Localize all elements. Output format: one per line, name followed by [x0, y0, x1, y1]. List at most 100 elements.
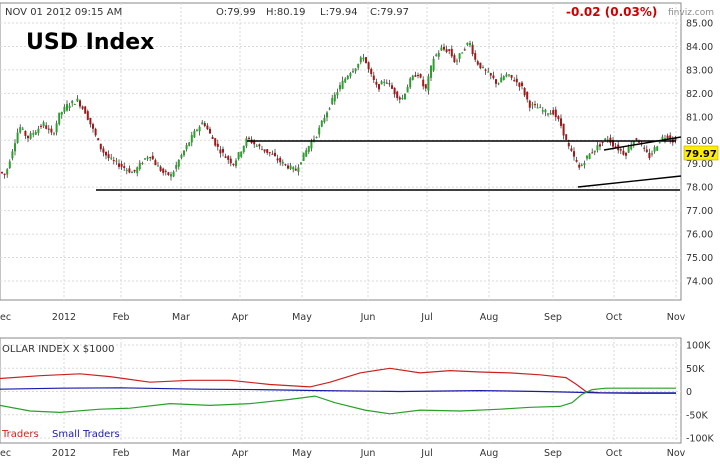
candle-body: [112, 160, 115, 162]
candle-body: [422, 79, 425, 87]
candle-body: [411, 75, 414, 80]
candle-body: [531, 104, 534, 106]
candle-body: [318, 127, 321, 135]
candle-body: [604, 138, 607, 141]
candle-body: [575, 159, 578, 162]
candle-body: [105, 151, 107, 156]
position-x-tick-label: Feb: [113, 448, 130, 459]
position-series-line: [0, 367, 676, 394]
candle-body: [313, 139, 315, 141]
candle-body: [648, 152, 651, 159]
candle-body: [567, 142, 570, 147]
candle-body: [664, 138, 666, 140]
last-price-badge: 79.97: [683, 145, 719, 161]
candle-body: [344, 78, 347, 83]
candle-body: [294, 168, 297, 171]
candle-body: [414, 75, 417, 77]
price-x-tick-label: May: [292, 312, 312, 323]
candle-body: [570, 148, 573, 151]
candle-body: [331, 98, 334, 105]
candle-body: [227, 156, 230, 160]
candle-body: [437, 52, 440, 57]
candle-body: [242, 145, 245, 153]
candle-body: [263, 149, 266, 152]
candle-body: [164, 170, 167, 172]
position-grid: [0, 338, 681, 443]
candle-body: [198, 126, 201, 132]
candle-body: [508, 74, 510, 76]
candle-body: [484, 69, 487, 71]
candle-body: [383, 81, 386, 83]
candle-body: [521, 82, 523, 87]
candle-body: [404, 93, 406, 100]
candle-body: [66, 104, 68, 111]
candle-body: [435, 54, 438, 57]
candle-body: [99, 143, 102, 150]
candle-body: [188, 142, 191, 146]
candle-body: [177, 159, 180, 167]
candle-body: [445, 49, 448, 52]
candle-body: [393, 87, 396, 95]
candle-body: [326, 112, 328, 118]
candle-body: [261, 149, 263, 151]
price-tick-label: 75.00: [686, 253, 713, 264]
candle-body: [141, 163, 144, 165]
candle-body: [440, 47, 443, 51]
candle-body: [523, 87, 526, 96]
candle-body: [352, 71, 354, 73]
candle-body: [102, 148, 105, 153]
candle-body: [71, 100, 74, 104]
candle-body: [528, 100, 531, 108]
price-x-tick-label: Apr: [232, 312, 249, 323]
candle-body: [336, 92, 339, 96]
candle-body: [133, 169, 136, 172]
candle-body: [396, 91, 399, 99]
candle-body: [151, 155, 154, 160]
price-x-tick-label: Feb: [113, 312, 130, 323]
candle-body: [266, 149, 269, 153]
candle-body: [274, 152, 276, 156]
candle-body: [372, 75, 375, 80]
candle-body: [541, 110, 544, 112]
position-x-tick-label: 2012: [52, 448, 76, 459]
candle-body: [3, 173, 6, 175]
candle-body: [237, 152, 240, 160]
candle-body: [201, 122, 204, 125]
candle-body: [669, 135, 672, 140]
candle-body: [170, 174, 172, 177]
position-x-tick-label: Jul: [420, 448, 432, 459]
candle-body: [6, 169, 9, 175]
candle-body: [146, 157, 149, 159]
candle-body: [216, 143, 219, 147]
candle-body: [430, 65, 432, 78]
candle-body: [37, 128, 40, 133]
price-x-tick-label: Jul: [420, 312, 432, 323]
candle-body: [619, 149, 622, 151]
position-x-tick-label: ec: [0, 448, 11, 459]
candle-body: [586, 155, 588, 159]
candle-body: [248, 137, 250, 139]
candle-body: [32, 133, 35, 135]
candle-body: [53, 133, 55, 135]
candle-body: [450, 48, 453, 57]
candle-body: [196, 129, 198, 131]
header-low: L:79.94: [320, 7, 358, 18]
candle-body: [453, 55, 456, 63]
candle-body: [370, 68, 373, 75]
header-close: C:79.97: [370, 7, 409, 18]
candle-body: [209, 128, 211, 134]
candle-body: [323, 117, 326, 123]
candle-body: [157, 165, 159, 167]
candle-body: [614, 146, 617, 148]
candle-body: [42, 122, 45, 127]
candle-body: [474, 53, 477, 60]
position-series-line: [0, 387, 676, 415]
candle-body: [47, 128, 50, 130]
candle-body: [193, 130, 196, 138]
position-tick-label: 0: [686, 387, 692, 398]
candle-body: [125, 169, 128, 171]
candle-body: [222, 149, 224, 153]
candle-body: [149, 157, 152, 159]
candle-body: [154, 160, 157, 166]
